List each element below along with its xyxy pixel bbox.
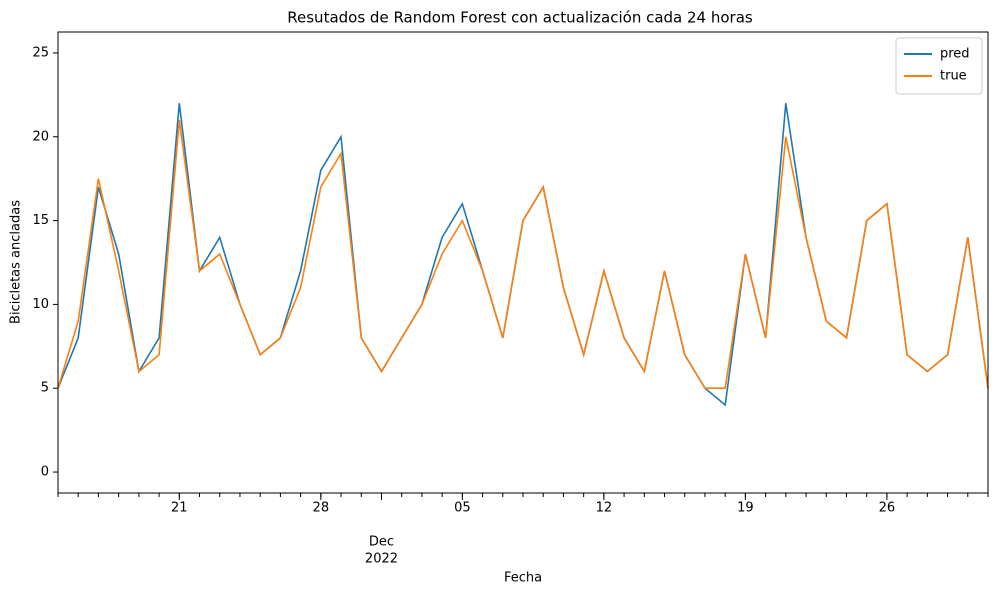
x-axis-label: Fecha bbox=[504, 571, 542, 586]
chart-title: Resutados de Random Forest con actualiza… bbox=[287, 9, 753, 27]
x-tick-label: 26 bbox=[879, 501, 896, 516]
x-tick-label: 19 bbox=[737, 501, 754, 516]
x-tick-label: 28 bbox=[313, 501, 330, 516]
legend-label: true bbox=[940, 69, 967, 84]
x-tick-label: 12 bbox=[596, 501, 613, 516]
x-tick-label: 05 bbox=[454, 501, 471, 516]
x-month-label: Dec bbox=[369, 535, 394, 550]
y-tick-label: 25 bbox=[32, 45, 49, 60]
y-tick-label: 15 bbox=[32, 213, 49, 228]
x-tick-label: 21 bbox=[171, 501, 188, 516]
y-tick-label: 20 bbox=[32, 129, 49, 144]
x-year-label: 2022 bbox=[365, 552, 398, 567]
legend-box bbox=[895, 37, 983, 95]
legend-label: pred bbox=[940, 47, 970, 62]
y-tick-label: 10 bbox=[32, 297, 49, 312]
series-line bbox=[57, 119, 989, 389]
y-tick-label: 0 bbox=[41, 465, 49, 480]
y-tick-label: 5 bbox=[41, 381, 49, 396]
plot-frame bbox=[57, 31, 989, 494]
y-axis-label: Bicicletas ancladas bbox=[9, 200, 24, 324]
